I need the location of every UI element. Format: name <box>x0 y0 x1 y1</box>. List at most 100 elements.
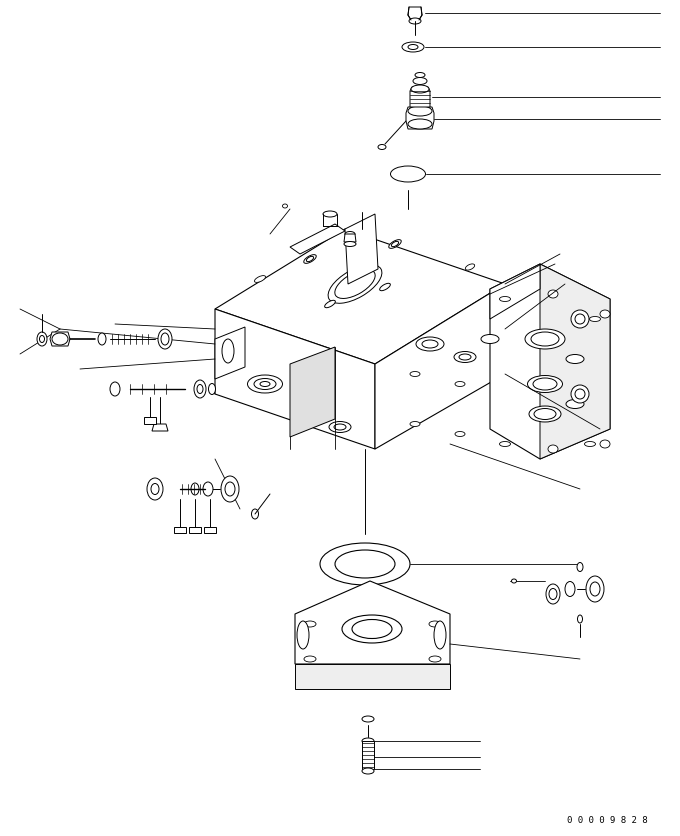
Ellipse shape <box>392 242 398 247</box>
Ellipse shape <box>39 336 44 343</box>
Ellipse shape <box>352 619 392 639</box>
Ellipse shape <box>304 621 316 627</box>
Ellipse shape <box>197 385 203 394</box>
Ellipse shape <box>304 255 316 264</box>
Ellipse shape <box>323 212 337 217</box>
Ellipse shape <box>334 425 346 431</box>
Polygon shape <box>362 741 374 769</box>
Ellipse shape <box>222 339 234 364</box>
Ellipse shape <box>98 334 106 345</box>
Ellipse shape <box>390 167 426 183</box>
Ellipse shape <box>577 615 583 624</box>
Polygon shape <box>345 215 378 285</box>
Ellipse shape <box>571 311 589 329</box>
Ellipse shape <box>362 768 374 774</box>
Ellipse shape <box>158 329 172 349</box>
Ellipse shape <box>459 354 471 360</box>
Ellipse shape <box>566 355 584 364</box>
Ellipse shape <box>320 543 410 585</box>
Ellipse shape <box>413 79 427 85</box>
Polygon shape <box>189 528 201 533</box>
Ellipse shape <box>548 291 558 298</box>
Ellipse shape <box>525 329 565 349</box>
Polygon shape <box>490 265 540 319</box>
Ellipse shape <box>590 317 600 322</box>
Polygon shape <box>344 235 356 242</box>
Ellipse shape <box>37 333 47 347</box>
Ellipse shape <box>566 400 584 409</box>
Ellipse shape <box>528 376 562 393</box>
Ellipse shape <box>600 311 610 319</box>
Polygon shape <box>490 265 610 460</box>
Ellipse shape <box>411 86 429 94</box>
Polygon shape <box>406 108 434 130</box>
Polygon shape <box>290 348 335 437</box>
Polygon shape <box>215 328 245 380</box>
Ellipse shape <box>565 582 575 597</box>
Ellipse shape <box>500 442 511 447</box>
Polygon shape <box>295 581 450 665</box>
Ellipse shape <box>575 390 585 400</box>
Ellipse shape <box>324 301 335 308</box>
Ellipse shape <box>221 477 239 502</box>
Polygon shape <box>215 309 375 450</box>
Ellipse shape <box>546 584 560 604</box>
Polygon shape <box>215 230 505 364</box>
Ellipse shape <box>362 738 374 744</box>
Ellipse shape <box>549 589 557 599</box>
Ellipse shape <box>586 576 604 602</box>
Polygon shape <box>152 425 168 431</box>
Ellipse shape <box>329 422 351 433</box>
Ellipse shape <box>408 120 432 130</box>
Ellipse shape <box>590 583 600 596</box>
Ellipse shape <box>410 372 420 377</box>
Ellipse shape <box>297 404 313 411</box>
Ellipse shape <box>529 406 561 422</box>
Ellipse shape <box>161 334 169 345</box>
Polygon shape <box>174 528 186 533</box>
Ellipse shape <box>577 563 583 572</box>
Ellipse shape <box>328 265 382 304</box>
Ellipse shape <box>194 380 206 399</box>
Ellipse shape <box>110 383 120 396</box>
Ellipse shape <box>254 276 265 283</box>
Polygon shape <box>50 333 70 347</box>
Ellipse shape <box>422 340 438 349</box>
Ellipse shape <box>454 352 476 363</box>
Ellipse shape <box>548 446 558 453</box>
Polygon shape <box>290 225 345 255</box>
Ellipse shape <box>389 241 401 249</box>
Ellipse shape <box>575 314 585 324</box>
Ellipse shape <box>465 264 475 271</box>
Ellipse shape <box>408 107 432 117</box>
Ellipse shape <box>342 615 402 643</box>
Ellipse shape <box>534 409 556 420</box>
Polygon shape <box>144 417 156 425</box>
Ellipse shape <box>571 385 589 404</box>
Ellipse shape <box>600 441 610 448</box>
Ellipse shape <box>378 145 386 150</box>
Ellipse shape <box>291 400 319 415</box>
Ellipse shape <box>203 482 213 497</box>
Ellipse shape <box>416 338 444 352</box>
Polygon shape <box>295 665 450 689</box>
Ellipse shape <box>252 509 258 519</box>
Ellipse shape <box>429 656 441 662</box>
Ellipse shape <box>410 422 420 427</box>
Polygon shape <box>540 265 610 460</box>
Ellipse shape <box>225 482 235 497</box>
Ellipse shape <box>429 621 441 627</box>
Ellipse shape <box>52 334 68 345</box>
Ellipse shape <box>533 379 557 390</box>
Ellipse shape <box>531 333 559 347</box>
Ellipse shape <box>147 478 163 501</box>
Ellipse shape <box>297 621 309 650</box>
Ellipse shape <box>260 382 270 387</box>
Ellipse shape <box>304 656 316 662</box>
Ellipse shape <box>408 45 418 50</box>
Ellipse shape <box>282 205 288 209</box>
Ellipse shape <box>409 19 421 25</box>
Ellipse shape <box>209 384 216 395</box>
Ellipse shape <box>248 375 282 394</box>
Ellipse shape <box>191 483 199 496</box>
